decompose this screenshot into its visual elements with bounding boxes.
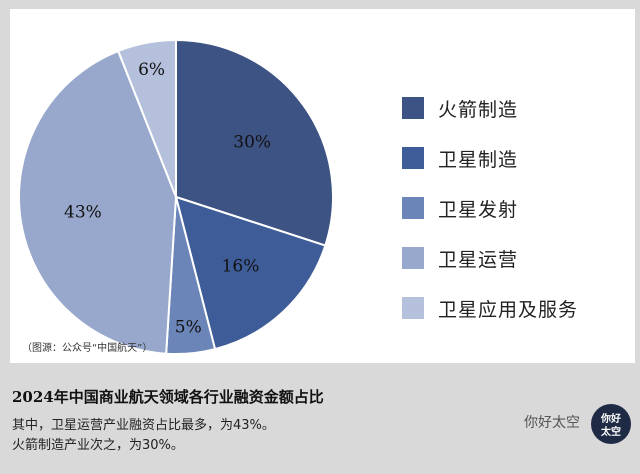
caption-line-2: 火箭制造产业次之，为30%。	[12, 438, 184, 453]
legend-label: 卫星应用及服务	[438, 298, 579, 321]
brand-logo-text-top: 你好	[600, 412, 621, 425]
pie-slice	[116, 38, 177, 198]
legend-label: 卫星发射	[438, 198, 519, 221]
legend-item-rocket: 火箭制造	[402, 83, 632, 133]
legend-item-satellite-launch: 卫星发射	[402, 183, 632, 233]
caption-title: 2024年中国商业航天领域各行业融资金额占比	[12, 388, 324, 406]
brand-logo-text-bottom: 太空	[600, 425, 621, 438]
chart-card: 30% 16% 5% 43% 6% 火箭制造 卫星制造 卫星发射 卫星运营 卫星应用及服…	[10, 9, 635, 363]
pie-slice-label: 16%	[222, 257, 260, 277]
pie-slice	[175, 38, 334, 247]
pie-chart: 30% 16% 5% 43% 6%	[18, 38, 334, 355]
legend-swatch	[402, 247, 424, 269]
brand-name: 你好太空	[524, 415, 580, 431]
pie-slice-label: 30%	[233, 133, 271, 153]
legend-swatch	[402, 147, 424, 169]
legend-label: 卫星制造	[438, 148, 519, 171]
legend-swatch	[402, 297, 424, 319]
legend-swatch	[402, 97, 424, 119]
source-note: （图源：公众号“中国航天”）	[22, 343, 153, 354]
legend-item-satellite-manufacturing: 卫星制造	[402, 133, 632, 183]
caption-line-1: 其中，卫星运营产业融资占比最多，为43%。	[12, 418, 275, 433]
pie-slice-label: 6%	[138, 60, 165, 80]
legend-item-satellite-operation: 卫星运营	[402, 233, 632, 283]
legend-swatch	[402, 197, 424, 219]
pie-slice-label: 43%	[64, 203, 102, 223]
pie-slice	[18, 49, 178, 355]
legend-item-satellite-application: 卫星应用及服务	[402, 283, 632, 333]
legend-label: 火箭制造	[438, 98, 519, 121]
legend: 火箭制造 卫星制造 卫星发射 卫星运营 卫星应用及服务	[402, 83, 632, 333]
brand-logo: 你好 太空	[591, 404, 631, 444]
pie-slice	[174, 195, 327, 351]
pie-slice-label: 5%	[175, 318, 202, 338]
brand-logo-icon: 你好 太空	[600, 412, 621, 438]
caption: 2024年中国商业航天领域各行业融资金额占比 其中，卫星运营产业融资占比最多，为…	[0, 372, 640, 474]
legend-label: 卫星运营	[438, 248, 519, 271]
